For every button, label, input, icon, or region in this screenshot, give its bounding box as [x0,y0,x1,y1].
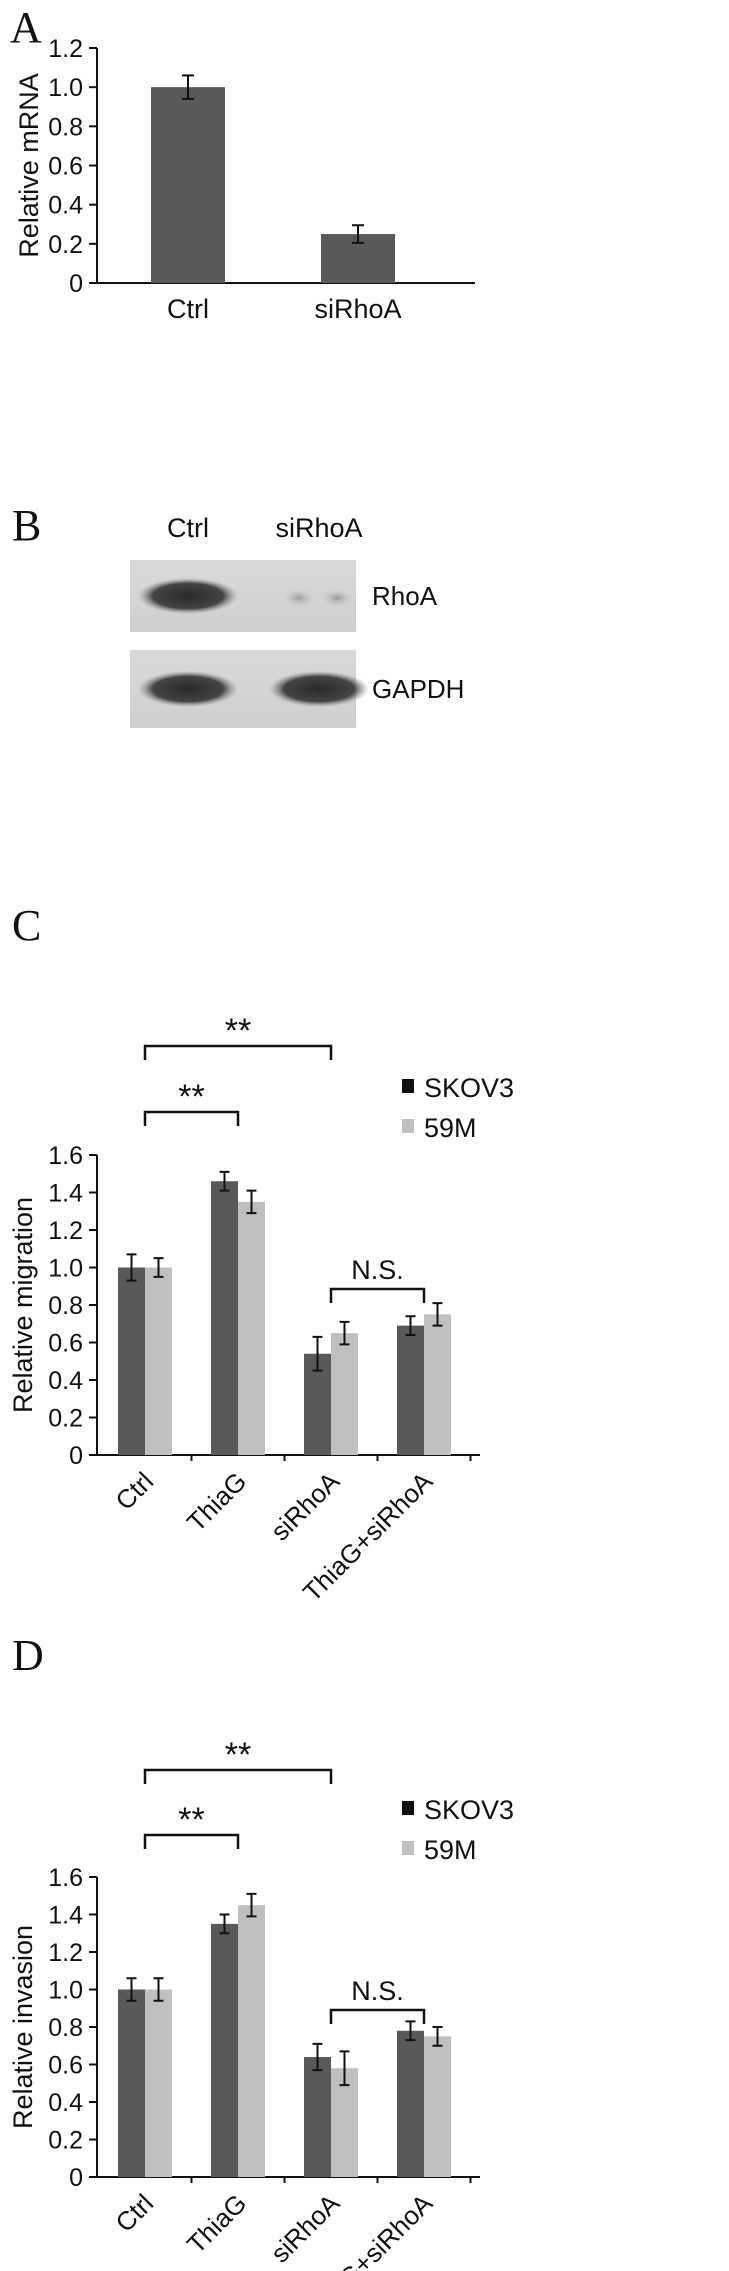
y-tick-label: 0.4 [48,1367,83,1395]
bar-59m [238,1201,265,1455]
significance-bracket [329,2008,426,2024]
bar-59m [238,1905,265,2177]
bar-59m [145,1267,172,1455]
y-tick-label: 0.8 [48,2014,83,2042]
legend-swatch-skov3 [402,1801,414,1815]
y-tick-label: 1.2 [48,35,83,63]
band-rhoa-sirhoa-2 [321,589,353,607]
panel-c-letter: C [12,901,42,950]
significance-label: ** [178,1078,204,1116]
bar-skov3 [397,2030,424,2177]
bar [151,87,225,284]
y-tick-label: 1.2 [48,1939,83,1967]
panel-a: A Relative mRNA 0 0.2 0.4 0.6 0.8 1.0 1.2 Ctrl si… [0,0,729,480]
y-tick-label: 0 [69,2164,83,2192]
significance-bracket [143,1833,240,1849]
y-tick-label: 0.8 [48,113,83,141]
bar-skov3 [304,2057,331,2177]
x-tick-label: siRhoA [265,2188,346,2269]
significance-bracket [143,1110,240,1126]
y-tick-label: 0.2 [48,2127,83,2155]
legend-swatch-skov3 [402,1079,414,1093]
bar-59m [424,2036,451,2177]
significance-label: ** [225,1736,251,1774]
band-rhoa-sirhoa [283,589,315,607]
bar-skov3 [211,1181,238,1455]
y-tick-label: 1.4 [48,1902,83,1930]
x-tick-label: Ctrl [109,2188,159,2238]
bar-skov3 [211,1923,238,2177]
y-tick-label: 0.6 [48,2052,83,2080]
significance-label: N.S. [351,1976,404,2006]
y-tick-label: 0.2 [48,231,83,259]
legend-label: SKOV3 [424,1073,514,1103]
bar-59m [145,1989,172,2177]
y-tick-label: 0.4 [48,192,83,220]
significance-bracket [329,1287,426,1303]
legend-label: 59M [424,1835,477,1865]
lane-label: siRhoA [275,513,362,543]
bar-skov3 [118,1267,145,1455]
y-tick-label: 0.8 [48,1292,83,1320]
y-axis-label: Relative migration [8,1197,38,1413]
panel-a-letter: A [10,3,42,52]
chart-d: Relative invasion 0 0.2 0.4 0.6 0.8 1.0 1.2 1.4 1… [8,1736,514,2271]
significance-bracket [143,1044,333,1060]
y-tick-label: 1.6 [48,1142,83,1170]
band-gapdh-ctrl [138,671,238,707]
y-tick-label: 1.0 [48,74,83,102]
y-tick-label: 1.0 [48,1977,83,2005]
y-tick-label: 0.2 [48,1405,83,1433]
band-gapdh-sirhoa [269,671,369,707]
legend-swatch-59m [402,1841,414,1855]
significance-bracket [143,1768,333,1784]
panel-b-letter: B [12,501,42,550]
chart-a: Relative mRNA 0 0.2 0.4 0.6 0.8 1.0 1.2 Ctrl siRh… [14,35,475,324]
y-tick-label: 1.0 [48,1255,83,1283]
significance-label: ** [225,1012,251,1050]
legend-label: SKOV3 [424,1795,514,1825]
y-tick-label: 0.6 [48,153,83,181]
band-rhoa-ctrl [138,578,238,614]
x-tick-label: siRhoA [265,1466,346,1547]
bar-59m [331,1333,358,1455]
significance-label: N.S. [351,1255,404,1285]
y-axis-label: Relative mRNA [14,73,44,258]
panel-b: B Ctrl siRhoA RhoA GAPDH [0,500,729,880]
lane-label: Ctrl [167,513,209,543]
y-tick-label: 0.6 [48,1330,83,1358]
chart-c: Relative migration 0 0.2 0.4 0.6 0.8 1.0 1.2 1.4… [8,1012,514,1600]
legend-swatch-59m [402,1119,414,1133]
bar-skov3 [118,1989,145,2177]
x-tick-label: siRhoA [314,294,401,324]
x-tick-label: ThiaG [181,1466,252,1537]
panel-d-letter: D [12,1631,44,1680]
x-tick-label: Ctrl [167,294,209,324]
row-label: RhoA [372,581,438,611]
y-tick-label: 0 [69,1442,83,1470]
legend-label: 59M [424,1113,477,1143]
western-blot: Ctrl siRhoA RhoA GAPDH [130,513,464,728]
significance-label: ** [178,1801,204,1839]
panel-d: D Relative invasion 0 0.2 0.4 0.6 0.8 1.0 1.2 1.… [0,1630,729,2271]
y-tick-label: 1.6 [48,1864,83,1892]
y-tick-label: 0 [69,270,83,298]
bar-skov3 [397,1325,424,1455]
y-tick-label: 0.4 [48,2089,83,2117]
bar-59m [424,1314,451,1455]
x-tick-label: Ctrl [109,1466,159,1516]
x-tick-label: ThiaG [181,2188,252,2259]
panel-c: C Relative migration 0 0.2 0.4 0.6 0.8 1.0 1.2 1… [0,900,729,1600]
y-tick-label: 1.2 [48,1217,83,1245]
y-axis-label: Relative invasion [8,1925,38,2129]
bar-59m [331,2068,358,2177]
y-tick-label: 1.4 [48,1180,83,1208]
row-label: GAPDH [372,674,464,704]
